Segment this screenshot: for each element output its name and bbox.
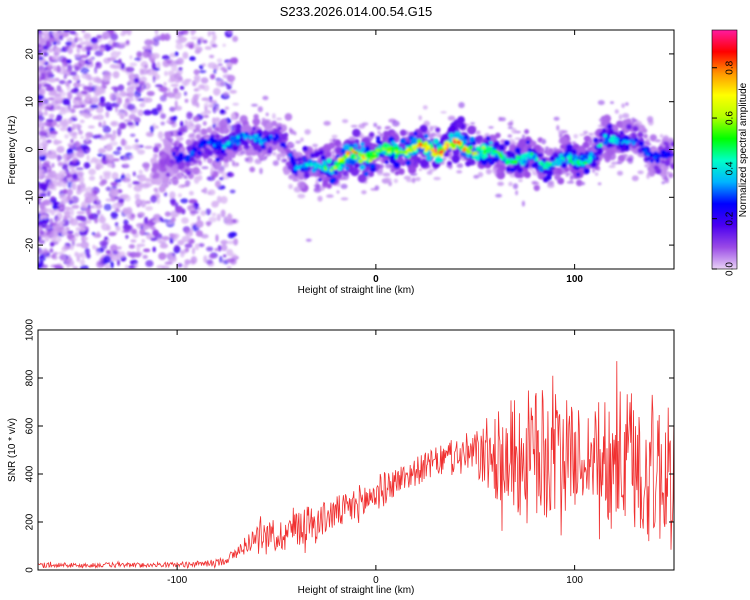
snr-y-ticks: 0 200 400 600 800 1000 [25, 318, 674, 573]
snr-series-line [38, 361, 674, 569]
colorbar-tick-label: 0.6 [725, 111, 736, 125]
spectrogram-ridge [149, 113, 674, 193]
x-tick-label: 0 [373, 274, 379, 285]
y-tick-label: 200 [25, 513, 36, 530]
y-tick-label: 0 [25, 567, 36, 573]
snr-y-axis-label: SNR (10 * v/v) [7, 418, 18, 482]
y-tick-label: 600 [25, 417, 36, 434]
spectrogram-x-axis-label: Height of straight line (km) [298, 285, 415, 296]
spectrogram-x-ticks: -100 0 100 [167, 30, 583, 285]
colorbar: 0.0 0.2 0.4 0.6 0.8 Normalized spectral ampl… [711, 29, 749, 276]
x-tick-label: -100 [167, 274, 187, 285]
colorbar-tick-label: 0.8 [725, 60, 736, 74]
colorbar-ticks: 0.0 0.2 0.4 0.6 0.8 [712, 60, 736, 276]
x-tick-label: 100 [566, 274, 583, 285]
y-tick-label: 0 [25, 146, 36, 152]
y-tick-label: 1000 [25, 318, 36, 341]
figure-title: S233.2026.014.00.54.G15 [280, 4, 433, 19]
y-tick-label: -10 [25, 190, 36, 205]
snr-x-ticks: -100 0 100 [167, 330, 583, 586]
x-tick-label: 0 [373, 575, 379, 586]
snr-frame [37, 329, 675, 571]
colorbar-tick-label: 0.2 [725, 211, 736, 225]
colorbar-label: Normalized spectral amplitude [738, 82, 749, 217]
y-tick-label: -20 [25, 237, 36, 252]
snr-x-axis-label: Height of straight line (km) [298, 585, 415, 596]
x-tick-label: 100 [566, 575, 583, 586]
snr-plot-area [38, 361, 674, 569]
colorbar-scale [711, 29, 738, 270]
x-tick-label: -100 [167, 575, 187, 586]
spectrogram-heatmap [38, 30, 674, 269]
y-tick-label: 20 [25, 48, 36, 60]
y-tick-label: 10 [25, 96, 36, 108]
spectrogram-y-axis-label: Frequency (Hz) [7, 116, 18, 185]
spectrogram-y-ticks: -20 -10 0 10 20 [25, 48, 674, 252]
colorbar-tick-label: 0.4 [725, 161, 736, 175]
y-tick-label: 400 [25, 465, 36, 482]
snr-panel: -100 0 100 0 200 400 600 800 1000 Height of str… [7, 318, 675, 596]
y-tick-label: 800 [25, 369, 36, 386]
colorbar-tick-label: 0.0 [725, 262, 736, 276]
